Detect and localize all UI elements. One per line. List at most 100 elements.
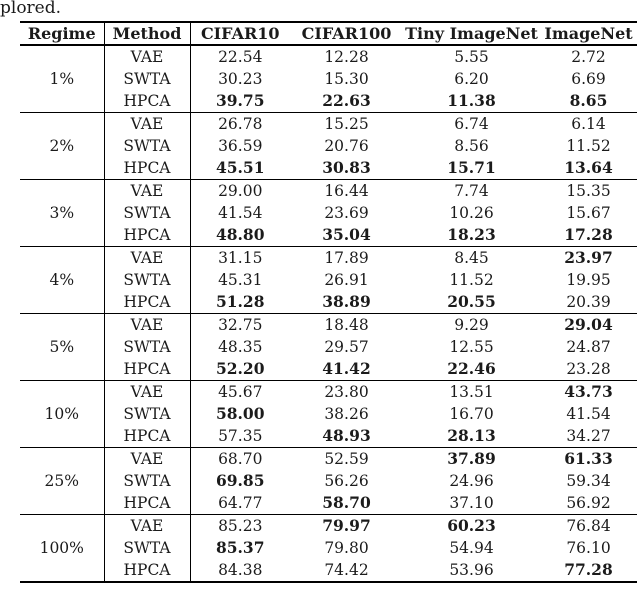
value-cell: 84.38 — [218, 561, 263, 579]
value-cell: 22.63 — [322, 91, 371, 110]
value-cell: 16.44 — [324, 182, 369, 200]
value-cell: 20.76 — [324, 137, 369, 155]
table-row: HPCA 52.20 41.42 22.46 23.28 — [20, 358, 637, 381]
value-cell: 12.28 — [324, 48, 369, 66]
value-cell: 24.96 — [449, 472, 494, 490]
value-cell: 79.97 — [322, 516, 371, 535]
table-row: 100% VAE 85.23 79.97 60.23 76.84 — [20, 514, 637, 582]
value-cell: 60.23 — [447, 516, 496, 535]
value-cell: 26.91 — [324, 271, 369, 289]
value-cell: 57.35 — [218, 427, 263, 445]
method-cell: VAE — [104, 179, 191, 202]
value-cell: 41.54 — [218, 204, 263, 222]
value-cell: 39.75 — [215, 91, 265, 110]
value-cell: 64.77 — [218, 494, 263, 512]
value-cell: 85.23 — [218, 517, 263, 535]
value-cell: 77.28 — [564, 560, 613, 579]
column-header-cifar10: CIFAR10 — [200, 24, 280, 43]
table-row: SWTA 85.37 79.80 54.94 76.10 — [20, 537, 637, 559]
regime-cell: 2% — [20, 112, 105, 180]
method-cell: SWTA — [104, 68, 191, 90]
table-row: SWTA 30.23 15.30 6.20 6.69 — [20, 68, 637, 90]
value-cell: 41.54 — [566, 405, 611, 423]
table-row: HPCA 84.38 74.42 53.96 77.28 — [20, 559, 637, 582]
value-cell: 6.14 — [571, 115, 606, 133]
value-cell: 8.56 — [454, 137, 489, 155]
value-cell: 29.04 — [564, 315, 613, 334]
value-cell: 6.74 — [454, 115, 489, 133]
value-cell: 26.78 — [218, 115, 263, 133]
value-cell: 36.59 — [218, 137, 263, 155]
value-cell: 13.51 — [449, 383, 494, 401]
table-row: 1% VAE 22.54 12.28 5.55 2.72 — [20, 45, 637, 113]
value-cell: 45.31 — [218, 271, 263, 289]
table-row: HPCA 51.28 38.89 20.55 20.39 — [20, 291, 637, 314]
results-table: Regime Method CIFAR10 CIFAR100 Tiny Imag… — [20, 21, 637, 583]
value-cell: 20.39 — [566, 293, 611, 311]
regime-cell: 100% — [20, 514, 105, 582]
value-cell: 45.51 — [215, 158, 265, 177]
table-body: 1% VAE 22.54 12.28 5.55 2.72 SWTA 30.23 15.30 6.2… — [20, 45, 637, 582]
method-cell: HPCA — [104, 559, 191, 582]
value-cell: 6.69 — [571, 70, 606, 88]
table-row: SWTA 36.59 20.76 8.56 11.52 — [20, 135, 637, 157]
value-cell: 6.20 — [454, 70, 489, 88]
value-cell: 16.70 — [449, 405, 494, 423]
value-cell: 52.59 — [324, 450, 369, 468]
value-cell: 15.25 — [324, 115, 369, 133]
value-cell: 8.65 — [569, 91, 608, 110]
value-cell: 23.97 — [564, 248, 613, 267]
method-cell: HPCA — [104, 224, 191, 247]
table-row: HPCA 39.75 22.63 11.38 8.65 — [20, 90, 637, 113]
regime-cell: 4% — [20, 246, 105, 314]
method-cell: VAE — [104, 246, 191, 269]
table-row: SWTA 45.31 26.91 11.52 19.95 — [20, 269, 637, 291]
method-cell: SWTA — [104, 537, 191, 559]
value-cell: 10.26 — [449, 204, 494, 222]
method-cell: HPCA — [104, 492, 191, 515]
value-cell: 38.89 — [322, 292, 371, 311]
table-row: SWTA 69.85 56.26 24.96 59.34 — [20, 470, 637, 492]
value-cell: 56.92 — [566, 494, 611, 512]
value-cell: 74.42 — [324, 561, 369, 579]
method-cell: VAE — [104, 45, 191, 68]
value-cell: 48.80 — [215, 225, 265, 244]
value-cell: 38.26 — [324, 405, 369, 423]
value-cell: 29.57 — [324, 338, 369, 356]
method-cell: VAE — [104, 112, 191, 135]
value-cell: 2.72 — [571, 48, 606, 66]
value-cell: 11.52 — [449, 271, 494, 289]
value-cell: 9.29 — [454, 316, 489, 334]
value-cell: 61.33 — [564, 449, 613, 468]
table-row: 25% VAE 68.70 52.59 37.89 61.33 — [20, 447, 637, 515]
method-cell: SWTA — [104, 336, 191, 358]
value-cell: 48.93 — [322, 426, 371, 445]
value-cell: 19.95 — [566, 271, 611, 289]
value-cell: 79.80 — [324, 539, 369, 557]
value-cell: 85.37 — [215, 538, 265, 557]
value-cell: 45.67 — [218, 383, 263, 401]
table-row: SWTA 41.54 23.69 10.26 15.67 — [20, 202, 637, 224]
value-cell: 37.89 — [447, 449, 496, 468]
value-cell: 56.26 — [324, 472, 369, 490]
method-cell: VAE — [104, 514, 191, 537]
column-header-imagenet: ImageNet — [544, 24, 633, 43]
method-cell: VAE — [104, 447, 191, 470]
regime-cell: 3% — [20, 179, 105, 247]
value-cell: 53.96 — [449, 561, 494, 579]
value-cell: 12.55 — [449, 338, 494, 356]
page-leading-text: plored. — [0, 0, 62, 18]
value-cell: 69.85 — [215, 471, 265, 490]
value-cell: 15.30 — [324, 70, 369, 88]
method-cell: SWTA — [104, 135, 191, 157]
value-cell: 59.34 — [566, 472, 611, 490]
value-cell: 52.20 — [215, 359, 265, 378]
table-row: 4% VAE 31.15 17.89 8.45 23.97 — [20, 246, 637, 314]
method-cell: SWTA — [104, 269, 191, 291]
value-cell: 20.55 — [447, 292, 496, 311]
value-cell: 15.35 — [566, 182, 611, 200]
value-cell: 54.94 — [449, 539, 494, 557]
value-cell: 30.83 — [322, 158, 371, 177]
method-cell: VAE — [104, 380, 191, 403]
value-cell: 11.38 — [447, 91, 496, 110]
